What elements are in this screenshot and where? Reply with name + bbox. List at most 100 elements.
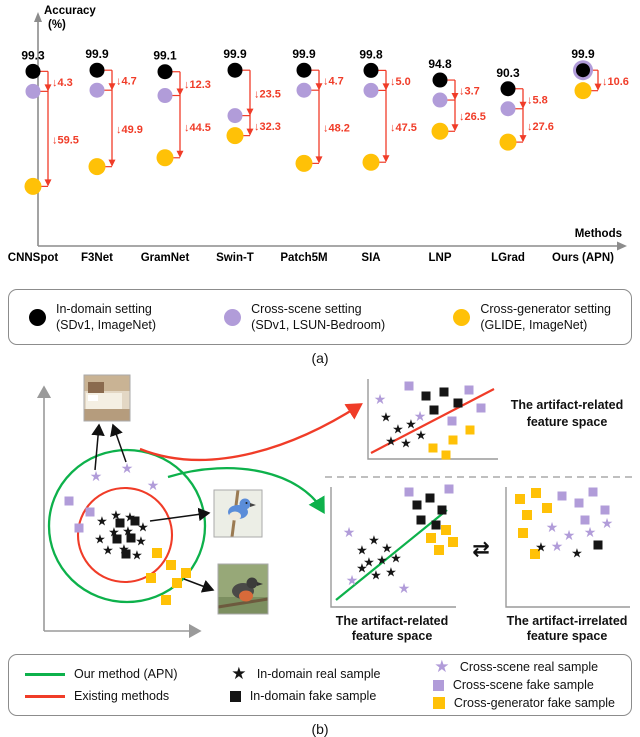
svg-text:★: ★ [414,408,427,424]
svg-text:★: ★ [584,524,597,540]
legend-line: In-domain setting [56,302,152,316]
legend-line: (GLIDE, ImageNet) [480,318,588,332]
svg-text:↓10.6: ↓10.6 [602,76,629,88]
svg-text:↓48.2: ↓48.2 [323,122,350,134]
svg-text:99.3: 99.3 [21,48,45,62]
svg-text:SIA: SIA [361,252,380,264]
svg-text:↓5.0: ↓5.0 [390,76,411,88]
our-method-boundary-circle [47,448,207,604]
in-domain-dot-icon [29,308,46,326]
legend-line: Cross-generator setting [480,302,611,316]
in-domain-real-samples: ★ ★ ★ ★ ★ ★ ★ ★ ★ ★ ★ [94,508,149,563]
artifact-related-space-bottom: ★ ★ ★ ★ ★ ★ ★ ★ ★ ★ ★ ★ [330,484,458,608]
svg-text:★: ★ [346,572,359,588]
legend-existing-methods: Existing methods [25,689,178,703]
legend-line: Cross-scene setting [251,302,362,316]
panel-b-legend: Our method (APN) Existing methods ★ In-d… [8,654,632,716]
svg-text:↓47.5: ↓47.5 [390,122,417,134]
svg-text:99.9: 99.9 [571,47,595,61]
sample-space-axes [36,385,202,639]
purple-square-icon [432,679,444,691]
legend-entry-cross-scene: Cross-scene setting (SDv1, LSUN-Bedroom) [224,301,385,333]
legend-entry-label: Cross-generator setting (GLIDE, ImageNet… [480,301,611,333]
svg-text:↓12.3: ↓12.3 [184,79,211,91]
legend-label: Existing methods [74,689,170,703]
svg-text:↓3.7: ↓3.7 [459,86,480,98]
purple-star-icon: ★ [434,657,450,676]
panel-b: ★ ★ ★ ★ ★ ★ ★ ★ ★ ★ ★ ★ ★ ★ [0,369,640,737]
svg-text:★: ★ [376,553,388,568]
panel-a-legend: In-domain setting (SDv1, ImageNet) Cross… [8,289,632,345]
svg-text:↓32.3: ↓32.3 [254,121,281,133]
svg-text:★: ★ [368,533,380,548]
svg-text:★: ★ [546,519,559,535]
legend-our-method: Our method (APN) [25,667,178,681]
bluebird-photo [213,489,263,538]
svg-text:★: ★ [131,548,143,563]
legend-cross-generator-fake: Cross-generator fake sample [432,696,615,710]
svg-text:↓59.5: ↓59.5 [52,134,79,146]
panel-a-label: (a) [311,350,329,366]
cross-generator-dot-icon [453,308,471,326]
svg-text:99.9: 99.9 [85,47,109,61]
legend-label: Cross-generator fake sample [453,696,615,710]
svg-text:★: ★ [380,410,392,425]
svg-text:↓26.5: ↓26.5 [459,111,486,123]
svg-text:★: ★ [90,468,103,484]
svg-text:↓23.5: ↓23.5 [254,88,281,100]
svg-text:↓49.9: ↓49.9 [116,124,143,136]
svg-text:★: ★ [405,417,417,432]
feature-space-diagram: ★ ★ ★ ★ ★ ★ ★ ★ ★ ★ ★ ★ ★ ★ [36,374,632,643]
svg-text:↓5.8: ↓5.8 [527,94,548,106]
legend-label: Cross-scene real sample [459,660,599,674]
legend-cross-scene-fake: Cross-scene fake sample [432,678,615,692]
legend-line: (SDv1, ImageNet) [56,318,157,332]
cross-scene-dot-icon [224,308,242,326]
legend-label: In-domain real sample [256,667,381,681]
red-decision-line [370,388,495,454]
caption-artifact-related-top-line2: feature space [527,415,608,429]
legend-entry-label: In-domain setting (SDv1, ImageNet) [56,301,156,333]
svg-text:★: ★ [96,514,108,529]
green-decision-line [335,509,448,601]
caption-artifact-irrelated: The artifact-irrelated [507,614,628,628]
legend-col-cross: ★ Cross-scene real sample Cross-scene fa… [432,657,615,710]
svg-text:★: ★ [385,565,397,580]
svg-text:↓4.3: ↓4.3 [52,77,73,89]
green-line-icon [25,672,65,676]
svg-text:★: ★ [122,524,134,539]
caption-artifact-irrelated-line2: feature space [527,629,608,643]
robin-photo [217,563,269,615]
svg-text:★: ★ [385,434,397,449]
svg-text:F3Net: F3Net [81,252,113,264]
svg-text:★: ★ [363,555,375,570]
svg-text:99.8: 99.8 [359,47,383,61]
yellow-square-icon [432,697,445,709]
legend-in-domain-fake: In-domain fake sample [229,689,381,703]
caption-artifact-related-bottom-line2: feature space [352,629,433,643]
black-square-icon [229,690,241,702]
svg-text:★: ★ [102,543,114,558]
bedroom-photo [83,374,131,422]
svg-text:Patch5M: Patch5M [280,252,327,264]
svg-text:★: ★ [137,520,149,535]
svg-text:↓44.5: ↓44.5 [184,122,211,134]
svg-text:LNP: LNP [429,252,452,264]
legend-label: In-domain fake sample [249,689,377,703]
exchange-arrows-icon: ⇄ [472,538,490,561]
svg-text:↓4.7: ↓4.7 [323,76,344,88]
svg-text:★: ★ [392,422,404,437]
panel-a: Accuracy (%) Methods ↓4.3 ↓59.5 99.3 CNNSpot ↓4… [0,0,640,366]
svg-text:★: ★ [563,527,576,543]
sample-to-photo-arrows [91,423,215,593]
svg-text:★: ★ [356,561,368,576]
svg-text:Ours (APN): Ours (APN) [552,252,614,264]
caption-artifact-related-top: The artifact-related [511,398,624,412]
legend-col-methods: Our method (APN) Existing methods [25,667,178,703]
svg-text:★: ★ [374,391,387,407]
svg-text:★: ★ [356,543,368,558]
existing-methods-boundary-circle [76,486,174,584]
caption-artifact-related-bottom: The artifact-related [336,614,449,628]
cross-scene-samples: ★ ★ ★ [64,460,159,533]
legend-col-in-domain: ★ In-domain real sample In-domain fake s… [229,665,381,703]
